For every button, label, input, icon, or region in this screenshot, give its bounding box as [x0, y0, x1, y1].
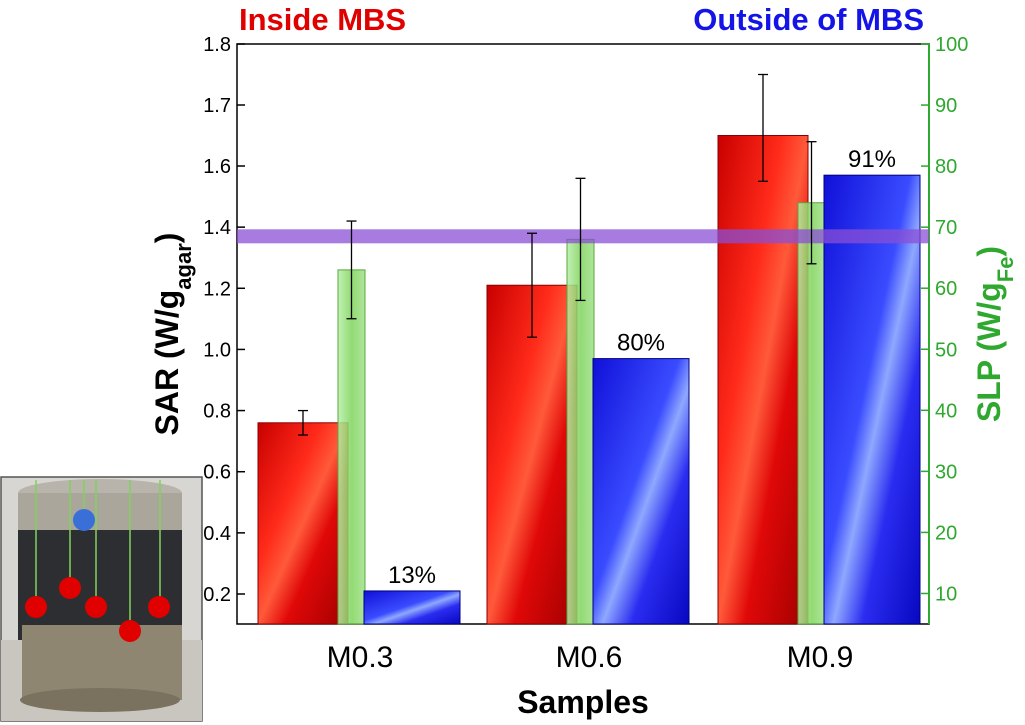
inside-marker: [85, 596, 107, 618]
x-axis-label: Samples: [517, 684, 649, 720]
left-tick-label: 0.2: [203, 584, 231, 606]
outside-marker: [73, 509, 95, 531]
error-bars: [298, 73, 817, 436]
right-tick-label: 10: [935, 583, 957, 605]
bars: [257, 135, 921, 625]
inside-marker: [25, 596, 47, 618]
right-tick-label: 60: [935, 278, 957, 300]
left-axis-ticks: 0.2 0.4 0.6 0.8 1.0 1.2 1.4 1.6 1.7 1.8: [203, 34, 245, 606]
bar-inside-mbs-M0.3: [257, 422, 349, 625]
legend-inside: Inside MBS: [239, 2, 406, 37]
bar-outside-of-mbs-M0.3: [363, 590, 461, 625]
right-tick-label: 20: [935, 522, 957, 544]
inside-marker: [148, 596, 170, 618]
reference-band-rect: [237, 229, 929, 244]
percent-label: 13%: [388, 562, 436, 589]
right-tick-label: 100: [935, 34, 968, 56]
left-tick-label: 0.6: [203, 462, 231, 484]
percent-label: 80%: [617, 330, 665, 357]
y-axis-label-left: SAR (W/gagar): [149, 233, 196, 436]
bar-slp-M0.3: [337, 269, 366, 625]
y-axis-label-right: SLP (W/gFe): [971, 246, 1018, 422]
bar-outside-of-mbs-M0.6: [592, 358, 690, 625]
left-tick-label: 1.8: [203, 34, 231, 56]
legend-outside: Outside of MBS: [693, 2, 924, 37]
right-axis-ticks: 10 20 30 40 50 60 70 80 90 100: [921, 34, 968, 605]
right-tick-label: 80: [935, 156, 957, 178]
left-tick-label: 0.4: [203, 523, 231, 545]
sample-photo: [0, 476, 203, 722]
right-tick-label: 30: [935, 461, 957, 483]
category-label: M0.6: [556, 641, 623, 674]
bar-inside-mbs-M0.6: [486, 284, 578, 625]
right-tick-label: 90: [935, 95, 957, 117]
percent-label: 91%: [848, 146, 896, 173]
bar-slp-M0.9: [797, 202, 826, 625]
category-label: M0.9: [787, 641, 854, 674]
left-tick-label: 1.2: [203, 278, 231, 300]
bar-labels: 13% 80% 91% M0.3 M0.6 M0.9: [327, 146, 896, 674]
left-tick-label: 0.8: [203, 401, 231, 423]
left-tick-label: 1.0: [203, 339, 231, 361]
inside-marker: [119, 620, 141, 642]
inside-marker: [59, 577, 81, 599]
left-tick-label: 1.6: [203, 156, 231, 178]
category-label: M0.3: [327, 641, 394, 674]
right-tick-label: 40: [935, 400, 957, 422]
reference-band: [237, 229, 929, 244]
bar-outside-of-mbs-M0.9: [823, 174, 921, 625]
left-tick-label: 1.4: [203, 217, 231, 239]
right-tick-label: 70: [935, 217, 957, 239]
left-tick-label: 1.7: [203, 95, 231, 117]
right-tick-label: 50: [935, 339, 957, 361]
bar-inside-mbs-M0.9: [717, 135, 809, 625]
